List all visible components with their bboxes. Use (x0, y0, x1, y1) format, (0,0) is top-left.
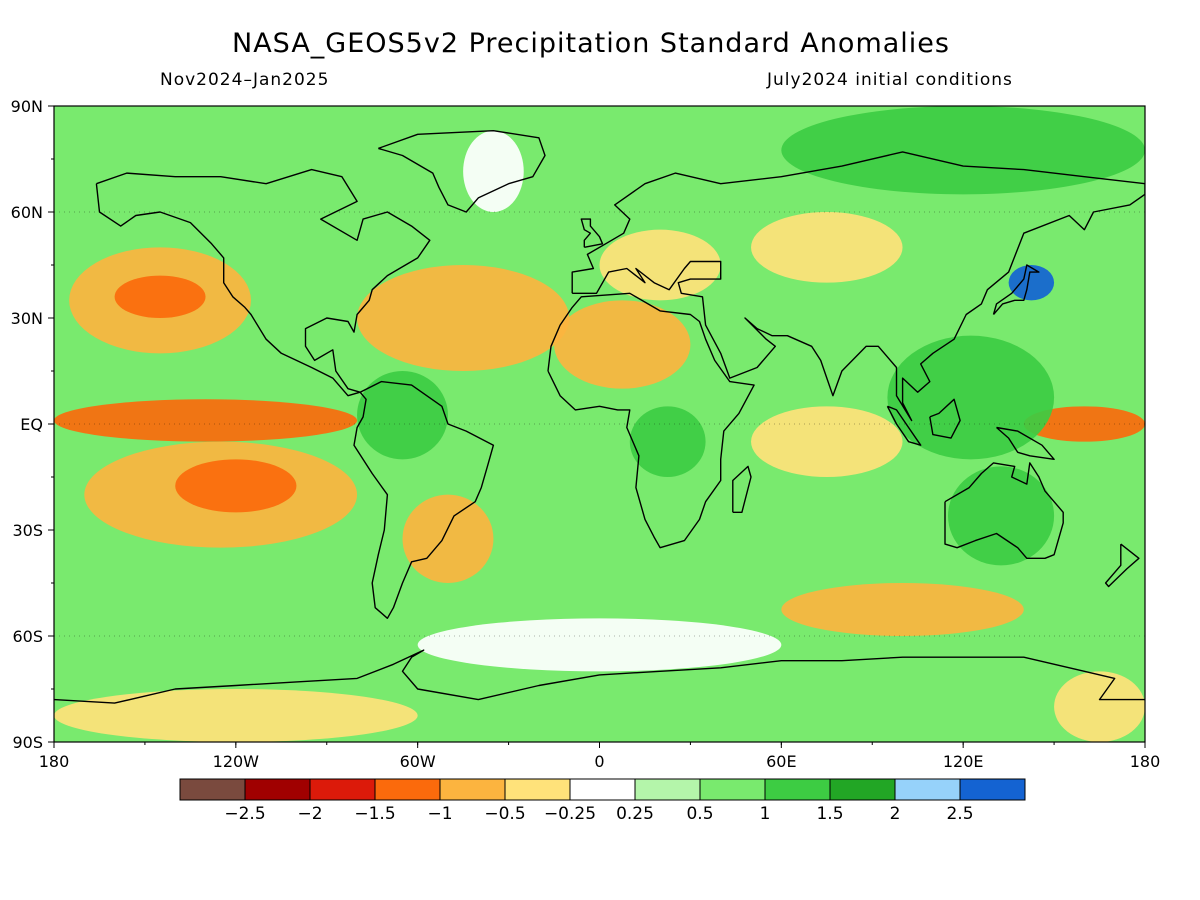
coastline-south-america (353, 380, 495, 619)
lon-label: 120W (213, 752, 260, 771)
anomaly-region-japan-very-wet (1008, 265, 1055, 301)
colorbar-label: −0.25 (544, 804, 596, 824)
lon-label: 60E (766, 752, 796, 771)
anomaly-region-europe-dry (599, 229, 721, 301)
colorbar-swatch (179, 778, 246, 801)
lon-label: 180 (39, 752, 70, 771)
colorbar-swatch (439, 778, 506, 801)
colorbar-label: 0.25 (616, 804, 654, 824)
lat-label: 60S (12, 627, 43, 646)
coastline-north-america (95, 168, 431, 397)
lon-label: 0 (594, 752, 604, 771)
colorbar-label: −1 (427, 804, 452, 824)
coastline-australia (944, 462, 1064, 559)
lon-label: 60W (400, 752, 436, 771)
colorbar-swatch (309, 778, 376, 801)
anomaly-region-indian-ocean-dry (751, 406, 903, 477)
anomaly-region-sahara-dry (554, 300, 691, 389)
coastline-antarctica (54, 649, 1145, 704)
anomaly-region-congo-wet (629, 406, 706, 477)
coastline-africa-eurasia (547, 292, 755, 549)
colorbar-swatch (374, 778, 441, 801)
coastline-sumatra (886, 405, 922, 446)
anomaly-region-greenland-neutral (463, 130, 524, 212)
colorbar-swatch (634, 778, 701, 801)
anomaly-region-south-pacific-dry-core (175, 459, 297, 513)
lon-label: 120E (943, 752, 984, 771)
coastline-greenland (378, 129, 546, 213)
colorbar-swatch (569, 778, 636, 801)
chart-title: NASA_GEOS5v2 Precipitation Standard Anom… (232, 28, 950, 59)
anomaly-region-antarctica-dry-east (1054, 671, 1145, 742)
anomaly-region-south-ocean-dry (781, 583, 1024, 636)
colorbar-swatch (894, 778, 961, 801)
colorbar-label: 2 (890, 804, 901, 824)
longitude-axis: 180 120W 60W 0 60E 120E 180 (39, 752, 1161, 771)
coastlines (54, 129, 1145, 704)
anomaly-region-amazon-wet (357, 371, 448, 460)
forecast-period: Nov2024–Jan2025 (160, 70, 330, 90)
lat-label: 30S (12, 521, 43, 540)
coastline-madagascar (732, 465, 752, 513)
lon-label: 180 (1130, 752, 1161, 771)
colorbar-swatch (244, 778, 311, 801)
colorbar-swatch (504, 778, 571, 801)
colorbar-swatch (764, 778, 831, 801)
anomaly-region-south-ocean-neutral (417, 618, 782, 672)
colorbar-swatch (959, 778, 1026, 801)
anomaly-field (54, 106, 1145, 742)
anomaly-region-equatorial-pacific-dry (54, 399, 358, 442)
colorbar-label: 1.5 (816, 804, 843, 824)
anomaly-region-maritime-wet (887, 335, 1055, 460)
lat-label: 90S (12, 733, 43, 752)
colorbar-label: −0.5 (484, 804, 525, 824)
axis-ticks (48, 105, 1146, 748)
lat-label: 90N (11, 97, 43, 116)
coastline-new-zealand (1104, 543, 1140, 588)
colorbar-label: 1 (760, 804, 771, 824)
coastline-uk (580, 218, 604, 248)
colorbar-label: −1.5 (354, 804, 395, 824)
coastline-new-guinea (996, 426, 1055, 460)
colorbar-swatch (699, 778, 766, 801)
anomaly-region-south-america-dry (402, 494, 494, 583)
colorbar-label: 0.5 (686, 804, 713, 824)
anomaly-region-north-atlantic-dry (357, 265, 570, 371)
anomaly-region-australia-wet (948, 466, 1055, 566)
colorbar: −2.5 −2 −1.5 −1 −0.5 −0.25 0.25 0.5 1 1.5 2 2.5 (179, 778, 1026, 824)
coastline-japan (992, 264, 1040, 315)
coastline-borneo (929, 398, 961, 439)
lat-label: 60N (11, 203, 43, 222)
lat-label: EQ (20, 415, 43, 434)
anomaly-region-north-pacific-dry-core (114, 275, 206, 318)
anomaly-region-siberia-dry (751, 212, 903, 283)
colorbar-swatch (829, 778, 896, 801)
coastline-eurasia (571, 151, 1145, 422)
initial-conditions-label: July2024 initial conditions (767, 70, 1013, 90)
anomaly-region-arctic-wet (781, 106, 1145, 195)
latitude-axis: 90N 60N 30N EQ 30S 60S 90S (11, 97, 43, 752)
colorbar-label: −2.5 (224, 804, 265, 824)
colorbar-label: −2 (297, 804, 322, 824)
anomaly-region-antarctica-dry (54, 689, 418, 742)
lat-label: 30N (11, 309, 43, 328)
colorbar-label: 2.5 (946, 804, 973, 824)
gridlines (54, 211, 1145, 637)
